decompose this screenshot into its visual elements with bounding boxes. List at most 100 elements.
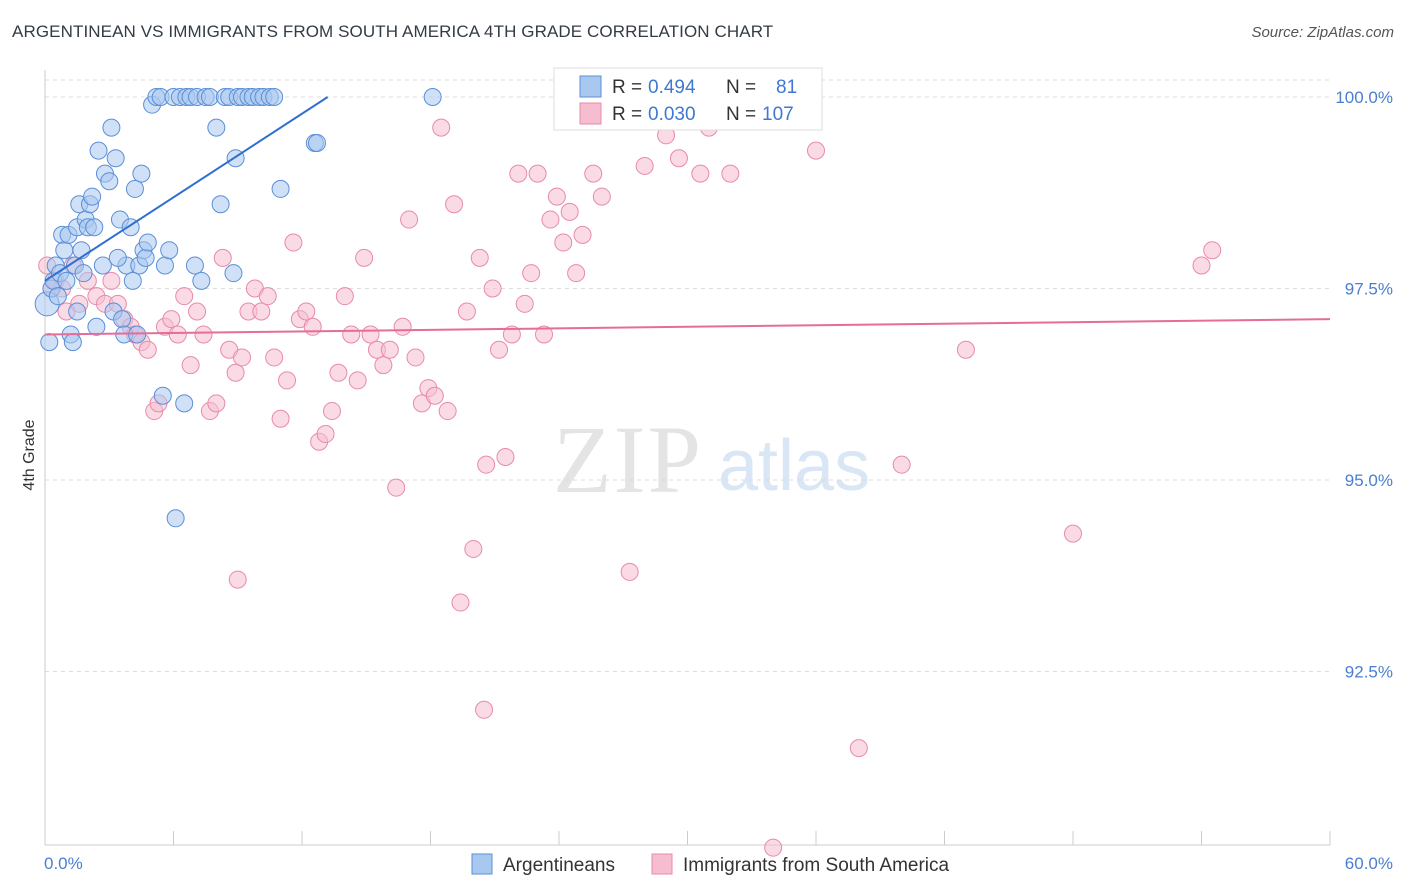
pink-point: [528, 164, 547, 183]
pink-point: [554, 233, 573, 252]
bottom-legend-label-immigrants: Immigrants from South America: [683, 855, 950, 876]
legend-r-label-2: R =: [612, 104, 642, 125]
blue-point: [83, 187, 102, 206]
pink-point: [213, 248, 232, 267]
y-tick-label: 100.0%: [1335, 88, 1393, 107]
pink-point: [393, 317, 412, 336]
pink-point: [297, 302, 316, 321]
blue-point: [89, 141, 108, 160]
blue-point: [132, 164, 151, 183]
legend-n-label-2: N =: [726, 104, 756, 125]
pink-point: [175, 287, 194, 306]
trend-line-immigrants: [44, 318, 1331, 336]
pink-point: [194, 325, 213, 344]
axes: [44, 70, 1331, 846]
blue-point: [108, 248, 127, 267]
pink-point: [252, 302, 271, 321]
blue-point: [166, 509, 185, 528]
pink-point: [584, 164, 603, 183]
legend-swatch-immigrants: [579, 102, 602, 125]
pink-point: [567, 264, 586, 283]
legend-n-value-1: 81: [776, 77, 797, 98]
pink-point: [271, 409, 290, 428]
blue-point: [48, 287, 67, 306]
blue-point: [102, 118, 121, 137]
pink-point: [483, 279, 502, 298]
x-tick-label-max: 60.0%: [1345, 854, 1393, 873]
legend-n-label-1: N =: [726, 77, 756, 98]
pink-point: [691, 164, 710, 183]
pink-point: [515, 294, 534, 313]
blue-point: [55, 241, 74, 260]
legend-swatch-argentineans: [579, 75, 602, 98]
pink-point: [1192, 256, 1211, 275]
blue-point: [185, 256, 204, 275]
series-argentineans-points: [34, 88, 442, 528]
pink-point: [406, 348, 425, 367]
watermark-zip: ZIP: [553, 406, 703, 513]
pink-point: [335, 287, 354, 306]
pink-point: [258, 287, 277, 306]
pink-point: [470, 248, 489, 267]
pink-point: [849, 739, 868, 758]
pink-point: [490, 340, 509, 359]
pink-point: [303, 317, 322, 336]
pink-point: [374, 356, 393, 375]
pink-point: [445, 195, 464, 214]
blue-point: [63, 333, 82, 352]
bottom-legend-swatch-immigrants: [651, 853, 673, 875]
y-tick-label: 97.5%: [1345, 280, 1393, 299]
pink-point: [380, 340, 399, 359]
pink-point: [502, 325, 521, 344]
blue-point: [153, 386, 172, 405]
y-axis-label: 4th Grade: [21, 419, 38, 490]
pink-point: [284, 233, 303, 252]
pink-point: [387, 478, 406, 497]
bottom-legend-label-argentineans: Argentineans: [503, 855, 615, 876]
blue-point: [155, 256, 174, 275]
pink-point: [265, 348, 284, 367]
pink-point: [635, 156, 654, 175]
pink-point: [162, 310, 181, 329]
pink-point: [721, 164, 740, 183]
pink-point: [592, 187, 611, 206]
pink-point: [355, 248, 374, 267]
blue-point: [307, 133, 326, 152]
pink-point: [451, 593, 470, 612]
blue-point: [87, 317, 106, 336]
pink-point: [102, 271, 121, 290]
pink-point: [892, 455, 911, 474]
pink-point: [620, 562, 639, 581]
pink-point: [207, 394, 226, 413]
pink-point: [278, 371, 297, 390]
pink-point: [438, 402, 457, 421]
pink-point: [329, 363, 348, 382]
source-label: Source: ZipAtlas.com: [1251, 24, 1394, 41]
pink-point: [807, 141, 825, 160]
pink-point: [509, 164, 528, 183]
bottom-legend-swatch-argentineans: [471, 853, 493, 875]
pink-point: [226, 363, 245, 382]
blue-point: [68, 302, 87, 321]
pink-point: [316, 425, 335, 444]
pink-point: [342, 325, 361, 344]
trend-lines: [44, 96, 1331, 336]
blue-point: [138, 233, 157, 252]
blue-point: [271, 179, 290, 198]
pink-point: [669, 149, 688, 168]
pink-point: [573, 225, 592, 244]
pink-point: [522, 264, 541, 283]
blue-point: [40, 333, 59, 352]
y-tick-label: 95.0%: [1345, 471, 1393, 490]
y-tick-label: 92.5%: [1345, 663, 1393, 682]
legend-n-value-2: 107: [762, 104, 794, 125]
blue-point: [200, 88, 219, 106]
pink-point: [956, 340, 975, 359]
pink-point: [547, 187, 566, 206]
blue-point: [93, 256, 112, 275]
blue-point: [125, 179, 144, 198]
x-tick-label-min: 0.0%: [44, 854, 83, 873]
blue-point: [224, 264, 243, 283]
pink-point: [496, 448, 515, 467]
